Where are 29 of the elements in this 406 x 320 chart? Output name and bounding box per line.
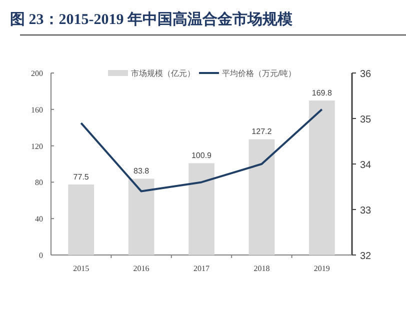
y-tick-label: 40 [35,214,43,224]
data-label: 100.9 [191,151,212,160]
y2-tick-label: 32 [360,251,372,262]
data-label: 169.8 [312,88,332,98]
y-tick-label: 120 [31,142,43,151]
x-tick-label: 2016 [133,264,150,273]
data-label: 127.2 [252,127,272,136]
y2-tick-label: 34 [360,160,372,171]
legend-label: 市场规模（亿元） [131,69,195,78]
bar [68,184,94,255]
legend-label: 平均价格（万元/吨） [222,69,296,78]
x-tick-label: 2017 [194,264,210,273]
bar [128,178,154,255]
bar [188,163,214,255]
y-tick-label: 160 [31,105,43,114]
y2-tick-label: 33 [360,206,372,216]
y2-tick-label: 35 [360,114,372,126]
data-label: 83.8 [134,166,150,176]
y-tick-label: 0 [39,251,43,260]
x-tick-label: 2015 [73,264,90,273]
x-tick-label: 2018 [254,264,270,273]
y2-tick-label: 36 [360,69,372,80]
chart-title: 图 23：2015-2019 年中国高温合金市场规模 [10,10,294,28]
data-label: 77.5 [73,172,90,182]
bar [308,100,335,255]
y-tick-label: 200 [31,69,43,78]
x-tick-label: 2019 [314,264,330,273]
bar [248,139,275,255]
y-tick-label: 80 [35,178,43,188]
